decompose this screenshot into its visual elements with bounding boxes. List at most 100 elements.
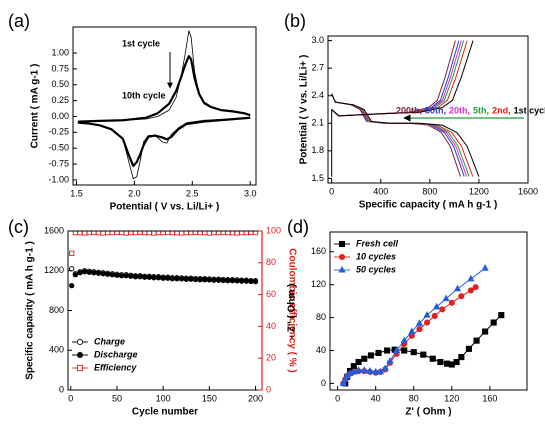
marker — [146, 274, 152, 280]
legend-label: 5th, — [473, 105, 489, 115]
marker — [458, 293, 465, 300]
marker — [392, 346, 401, 354]
marker — [211, 277, 217, 283]
marker — [401, 347, 408, 354]
legend-label: 50 cycles — [356, 264, 396, 274]
plot-area — [339, 264, 505, 387]
marker — [339, 379, 347, 386]
x-tick-label: 2.5 — [186, 188, 199, 198]
y-tick-label: 1.8 — [311, 145, 324, 155]
marker — [252, 279, 259, 285]
marker — [429, 355, 436, 362]
marker — [442, 294, 450, 302]
x-tick-label: 150 — [202, 393, 217, 403]
marker — [95, 270, 102, 276]
marker — [128, 273, 134, 279]
series-line — [342, 267, 486, 384]
x-tick-label: 2.0 — [128, 188, 141, 198]
y-tick-label: 800 — [49, 305, 64, 315]
marker — [498, 312, 505, 319]
legend-marker — [76, 351, 84, 359]
legend-label: 1st cycle — [514, 105, 545, 115]
panel-label: (b) — [284, 11, 306, 31]
marker — [114, 272, 120, 278]
marker — [81, 269, 88, 275]
marker — [178, 276, 185, 282]
x-tick-label: 1.5 — [70, 188, 83, 198]
marker — [155, 275, 162, 281]
y2-tick-label: 80 — [266, 257, 276, 267]
y-axis-label: Potential ( V vs. Li/Li+ ) — [299, 55, 310, 165]
y-tick-label: 0.75 — [51, 63, 69, 73]
y-tick-label: 0.00 — [51, 111, 69, 121]
x-tick-label: 80 — [409, 393, 419, 403]
legend-marker — [76, 364, 84, 372]
x-tick-label: 120 — [444, 393, 459, 403]
y-tick-label: 0 — [321, 378, 326, 388]
x-tick-label: 0 — [329, 186, 334, 196]
marker — [142, 274, 148, 280]
x-axis-label: Z' ( Ohm ) — [405, 407, 451, 418]
x-tick-label: 100 — [156, 393, 171, 403]
marker — [174, 276, 180, 282]
marker — [69, 250, 75, 256]
marker — [482, 328, 489, 335]
marker — [366, 367, 374, 374]
marker — [361, 355, 368, 362]
x-tick-label: 200 — [248, 393, 263, 403]
marker — [137, 274, 143, 280]
marker — [467, 287, 474, 294]
marker — [123, 273, 129, 279]
legend-marker — [338, 240, 346, 248]
y-axis-label: - Z'' ( Ohm ) — [287, 284, 298, 339]
y-tick-label: -1.00 — [48, 174, 69, 184]
annotation: 10th cycle — [122, 90, 166, 100]
y-tick-label: 1600 — [44, 225, 64, 235]
marker — [100, 271, 106, 277]
marker — [381, 364, 389, 372]
marker — [490, 319, 497, 326]
marker — [105, 271, 111, 277]
marker — [86, 269, 92, 275]
marker — [415, 319, 424, 326]
marker — [410, 349, 417, 356]
marker — [109, 272, 115, 278]
marker — [151, 275, 157, 281]
marker — [72, 272, 79, 278]
y-tick-label: 0.50 — [51, 79, 69, 89]
legend-label: 10 cycles — [356, 251, 396, 261]
marker — [360, 366, 368, 373]
marker — [234, 278, 240, 284]
legend-label: 20th, — [449, 105, 470, 115]
marker — [408, 327, 416, 335]
marker — [229, 278, 236, 284]
axes-frame — [72, 26, 257, 186]
marker — [77, 270, 83, 276]
panel-label: (a) — [8, 11, 30, 31]
annotation: 1st cycle — [122, 38, 160, 48]
marker — [91, 270, 97, 276]
y2-tick-label: 20 — [266, 353, 276, 363]
legend-label: Discharge — [94, 349, 138, 359]
legend-marker — [338, 265, 346, 273]
marker — [132, 274, 139, 280]
marker — [465, 345, 472, 352]
marker — [453, 358, 460, 366]
legend-label: Fresh cell — [356, 238, 399, 248]
marker — [448, 299, 455, 306]
axes-frame — [329, 231, 528, 391]
y-axis-label: Current ( mA g-1 ) — [30, 64, 41, 149]
marker — [423, 311, 431, 318]
marker — [252, 231, 259, 236]
legend-label: Efficiency — [94, 362, 137, 372]
marker — [165, 275, 171, 281]
y-tick-label: -0.50 — [48, 143, 69, 153]
legend-label: Charge — [94, 336, 125, 346]
marker — [215, 277, 222, 283]
marker — [375, 349, 382, 357]
x-tick-label: 0 — [68, 393, 73, 403]
y-tick-label: -0.25 — [48, 127, 69, 137]
marker — [467, 274, 475, 282]
x-tick-label: 1200 — [469, 186, 489, 196]
